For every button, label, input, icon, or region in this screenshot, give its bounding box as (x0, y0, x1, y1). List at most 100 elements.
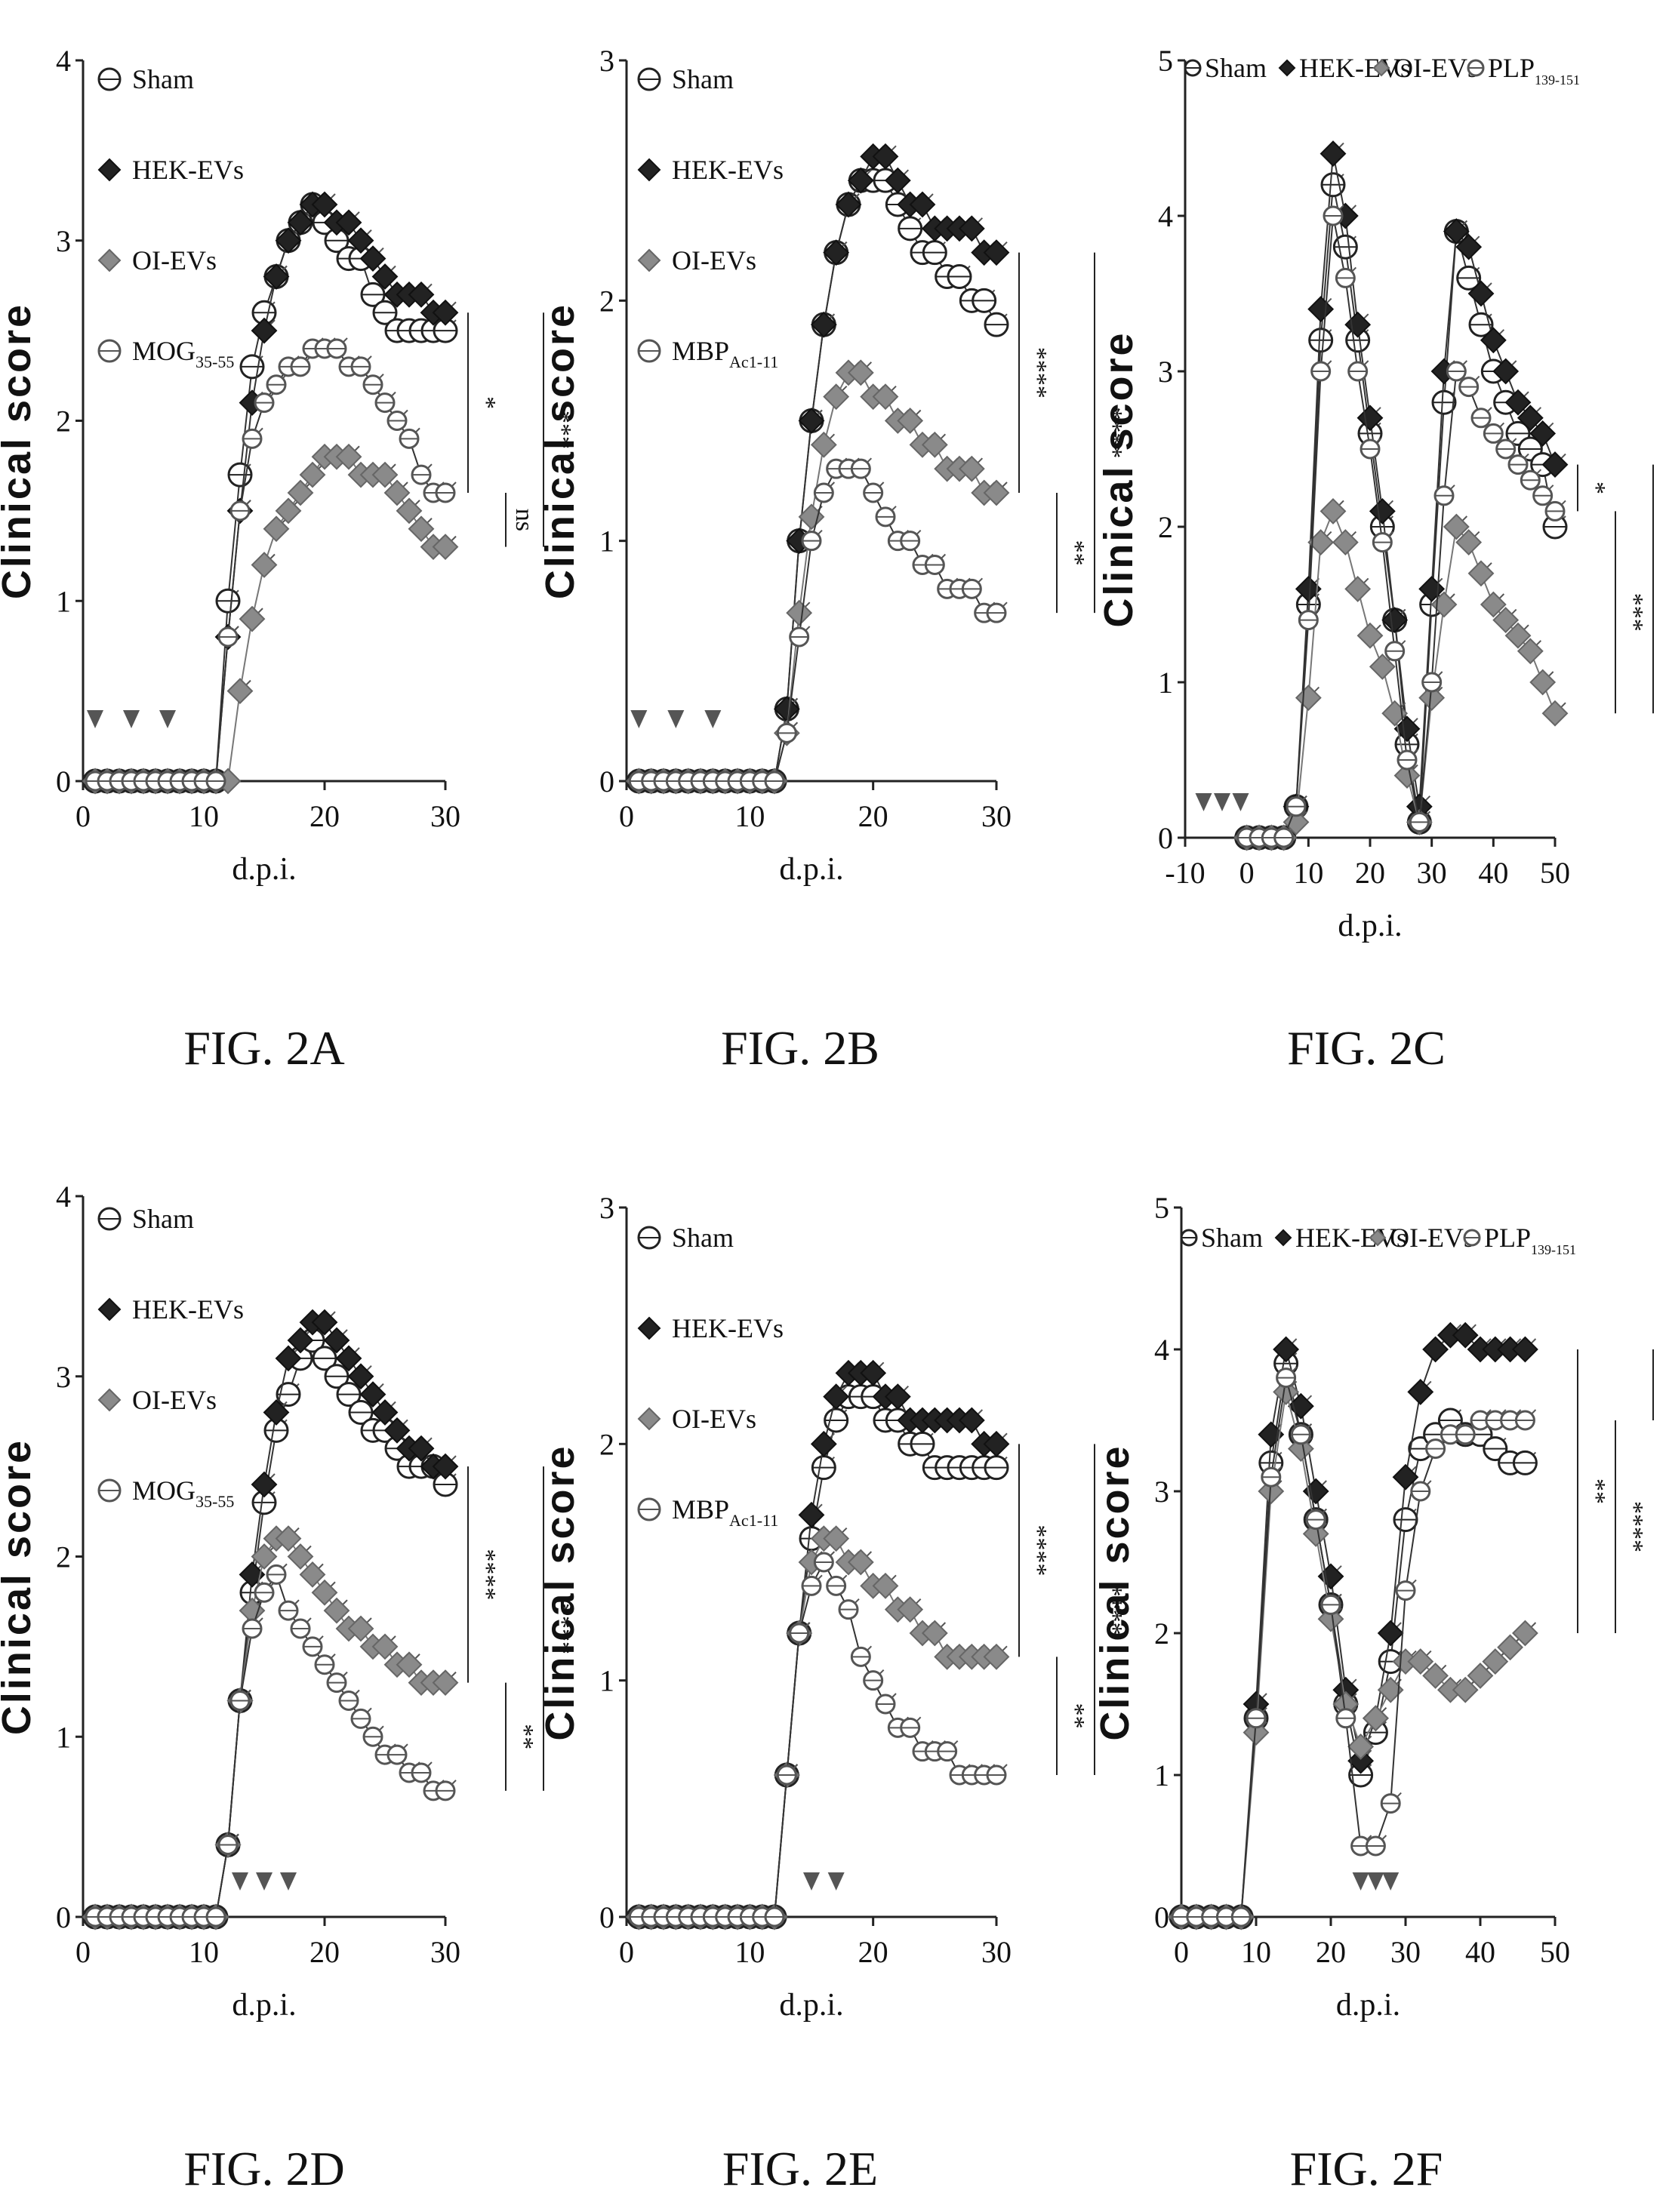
data-point (1455, 233, 1483, 260)
treatment-arrow (1352, 1872, 1369, 1891)
data-point (226, 678, 254, 705)
y-tick-label: 1 (1154, 1758, 1169, 1792)
treatment-arrow (159, 710, 176, 728)
legend-label-main: PLP (1484, 1223, 1531, 1253)
data-point (263, 515, 290, 543)
data-point (1492, 358, 1520, 385)
x-tick-label: 30 (430, 1935, 460, 1969)
y-axis-label: Clinical score (537, 1444, 583, 1740)
data-point (1541, 451, 1569, 478)
legend-label-sub: 139-151 (1535, 72, 1580, 88)
x-tick-label: 20 (1355, 856, 1385, 890)
data-point (1283, 808, 1310, 835)
data-point (1467, 560, 1495, 587)
y-tick-label: 2 (1158, 510, 1173, 544)
legend-entry-oi-evs: OI-EVs (1372, 53, 1478, 83)
x-axis-label: d.p.i. (232, 852, 296, 887)
data-point (1407, 1378, 1434, 1405)
legend-entry-peptide: MOG35-55 (97, 336, 234, 371)
treatment-arrow (704, 710, 722, 728)
y-tick-label: 3 (1158, 355, 1173, 389)
series-line (1181, 1377, 1526, 1918)
legend-label-main: MBP (672, 1494, 729, 1524)
legend-label: OI-EVs (672, 245, 756, 275)
treatment-arrow (280, 1872, 297, 1891)
data-point (1504, 389, 1532, 416)
data-point (432, 299, 459, 326)
data-point (810, 431, 837, 458)
x-axis-label: d.p.i. (232, 1988, 296, 2023)
significance-label: ns (510, 509, 538, 531)
legend-label: HEK-EVs (672, 1313, 784, 1343)
significance-label: * (1582, 481, 1610, 494)
data-point (1273, 1336, 1300, 1363)
series-peptide (1236, 205, 1566, 848)
data-point (860, 1359, 887, 1386)
legend-marker (97, 248, 122, 272)
x-tick-label: 0 (619, 799, 634, 833)
data-point (323, 1327, 350, 1354)
y-tick-label: 1 (56, 584, 71, 618)
significance-label: **** (548, 1603, 576, 1654)
data-point (798, 1501, 825, 1528)
legend-label: MOG35-55 (132, 1475, 234, 1511)
legend-entry-oi-evs: OI-EVs (97, 1385, 217, 1415)
legend-entry-hek-evs: HEK-EVs (637, 155, 784, 185)
legend-marker (1274, 1229, 1292, 1247)
y-tick-label: 4 (1154, 1333, 1169, 1367)
treatment-arrow (1382, 1872, 1400, 1891)
x-tick-label: 10 (1241, 1935, 1271, 1969)
x-axis-label: d.p.i. (1338, 909, 1402, 943)
data-point (287, 1327, 314, 1354)
data-point (798, 503, 825, 531)
figure-caption: FIG. 2F (1290, 2142, 1443, 2195)
data-point (909, 191, 936, 218)
data-point (408, 515, 435, 543)
legend-label-sub: Ac1-11 (729, 352, 778, 371)
legend-label-sub: 35-55 (196, 352, 234, 371)
data-point (1347, 1747, 1375, 1774)
data-point (1362, 1705, 1389, 1732)
data-point (1482, 1648, 1509, 1675)
x-tick-label: 0 (75, 799, 91, 833)
data-point (872, 1572, 899, 1599)
data-point (251, 1471, 278, 1498)
legend-entry-peptide: MBPAc1-11 (637, 1494, 778, 1530)
legend-label-sub: Ac1-11 (729, 1511, 778, 1530)
figure-caption: FIG. 2D (183, 2142, 344, 2195)
x-tick-label: 30 (981, 799, 1012, 833)
data-point (347, 1615, 374, 1642)
data-point (1492, 607, 1520, 634)
data-point (396, 1651, 423, 1678)
y-axis-label: Clinical score (537, 303, 583, 599)
data-point (823, 1525, 850, 1552)
data-point (1517, 405, 1544, 432)
y-tick-label: 0 (1154, 1900, 1169, 1934)
y-tick-label: 0 (599, 1900, 614, 1934)
data-point (299, 1561, 326, 1588)
x-tick-label: 0 (619, 1935, 634, 1969)
y-tick-label: 0 (1158, 821, 1173, 855)
series-line (639, 1537, 996, 1918)
x-tick-label: 40 (1465, 1935, 1495, 1969)
data-point (823, 1383, 850, 1411)
legend-marker (637, 1316, 661, 1340)
x-axis-label: d.p.i. (779, 1988, 843, 2023)
legend-label: OI-EVs (132, 245, 217, 275)
data-point (1480, 327, 1507, 354)
treatment-arrow (232, 1872, 248, 1891)
y-tick-label: 2 (599, 1427, 614, 1461)
data-point (983, 1430, 1010, 1457)
y-tick-label: 1 (1158, 666, 1173, 700)
y-tick-label: 1 (599, 525, 614, 558)
legend-label: Sham (132, 64, 194, 94)
legend-marker (637, 248, 661, 272)
data-point (810, 311, 837, 338)
legend-label: OI-EVs (1393, 53, 1478, 83)
legend-label: HEK-EVs (132, 1294, 244, 1324)
data-point (263, 1399, 290, 1426)
